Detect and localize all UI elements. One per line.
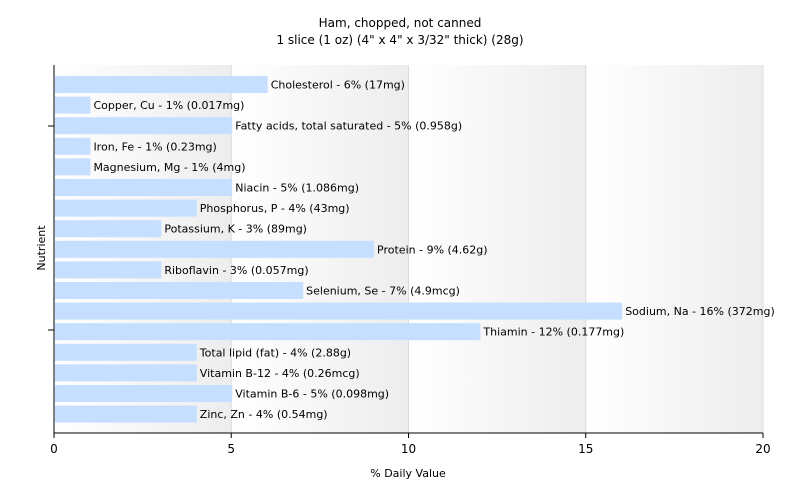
bar-label: Phosphorus, P - 4% (43mg)	[200, 202, 350, 215]
bar-label: Niacin - 5% (1.086mg)	[235, 182, 359, 195]
chart-title: Ham, chopped, not canned	[319, 16, 482, 30]
bar	[55, 240, 375, 258]
x-tick-label: 0	[50, 442, 58, 456]
bar	[55, 261, 162, 279]
bar	[55, 76, 268, 93]
bar-label: Sodium, Na - 16% (372mg)	[625, 305, 775, 318]
y-axis-title: Nutrient	[35, 225, 48, 271]
bar	[55, 405, 197, 423]
bar	[55, 364, 197, 382]
chart-subtitle: 1 slice (1 oz) (4" x 4" x 3/32" thick) (…	[276, 33, 523, 47]
bar-label: Cholesterol - 6% (17mg)	[271, 79, 405, 92]
bar	[55, 385, 233, 402]
x-tick-label: 20	[755, 442, 770, 456]
bar-label: Zinc, Zn - 4% (0.54mg)	[200, 408, 328, 421]
bar	[55, 282, 304, 299]
bar	[55, 137, 91, 155]
bar-label: Riboflavin - 3% (0.057mg)	[164, 264, 308, 277]
bar-label: Selenium, Se - 7% (4.9mcg)	[306, 285, 460, 298]
bar	[55, 96, 91, 114]
axes: 0 5 10 15 20	[48, 65, 771, 456]
bar	[55, 302, 623, 320]
bar-label: Fatty acids, total saturated - 5% (0.958…	[235, 120, 462, 133]
bar-label: Magnesium, Mg - 1% (4mg)	[93, 161, 245, 174]
bar	[55, 220, 162, 238]
x-tick-label: 15	[578, 442, 593, 456]
bar-label: Thiamin - 12% (0.177mg)	[482, 326, 624, 339]
bar	[55, 158, 91, 176]
bar	[55, 117, 233, 135]
x-tick-label: 10	[401, 442, 416, 456]
x-axis-title: % Daily Value	[370, 467, 446, 480]
bars-group: Cholesterol - 6% (17mg) Copper, Cu - 1% (…	[55, 76, 775, 423]
plot-band	[585, 65, 763, 433]
bar-label: Iron, Fe - 1% (0.23mg)	[93, 140, 216, 153]
bar-label: Copper, Cu - 1% (0.017mg)	[93, 99, 244, 112]
bar-label: Vitamin B-12 - 4% (0.26mcg)	[200, 367, 360, 380]
x-tick-label: 5	[227, 442, 235, 456]
bar-label: Protein - 9% (4.62g)	[377, 243, 488, 256]
bar-label: Potassium, K - 3% (89mg)	[164, 223, 307, 236]
bar	[55, 199, 197, 217]
bar	[55, 343, 197, 361]
bar-label: Vitamin B-6 - 5% (0.098mg)	[235, 388, 389, 401]
bar-label: Total lipid (fat) - 4% (2.88g)	[199, 346, 351, 359]
bar	[55, 323, 481, 341]
plot-band	[408, 65, 586, 433]
bar	[55, 179, 233, 196]
